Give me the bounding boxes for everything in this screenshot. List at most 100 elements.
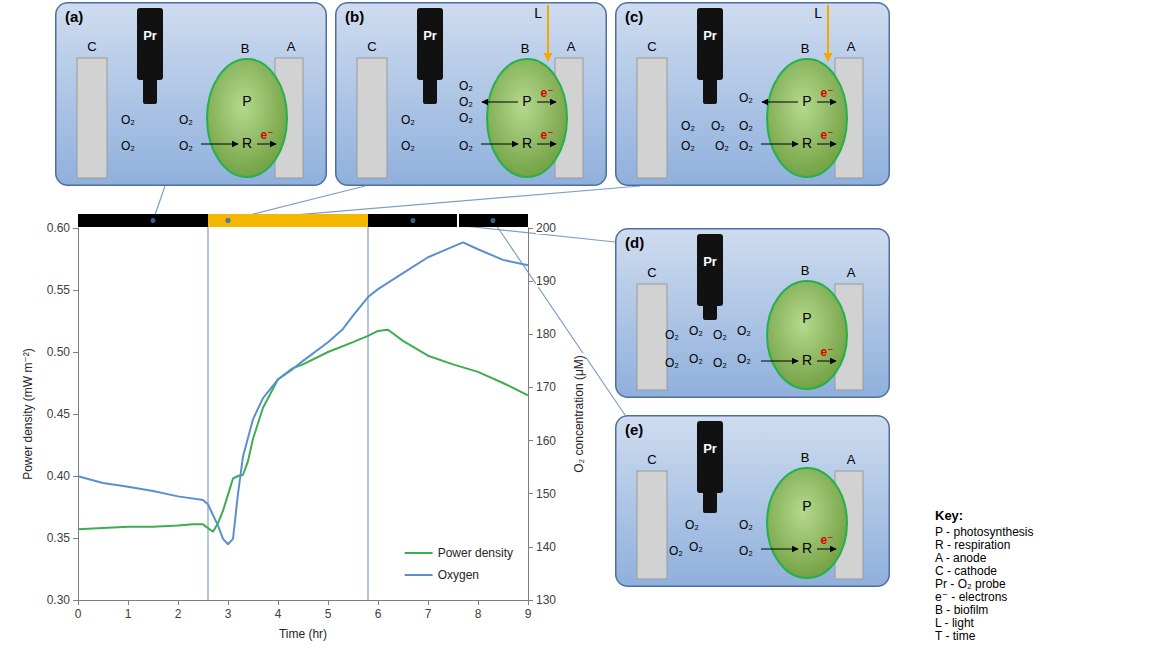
svg-text:2: 2 xyxy=(175,607,182,621)
svg-text:L: L xyxy=(814,5,822,21)
svg-text:(c): (c) xyxy=(625,8,643,25)
svg-text:3: 3 xyxy=(225,607,232,621)
svg-text:R: R xyxy=(522,135,532,151)
svg-text:Pr: Pr xyxy=(143,28,157,43)
svg-text:P: P xyxy=(242,93,251,109)
svg-text:O₂: O₂ xyxy=(739,139,753,153)
svg-text:170: 170 xyxy=(536,380,556,394)
svg-text:B: B xyxy=(801,41,810,56)
svg-text:P - photosynthesis: P - photosynthesis xyxy=(935,525,1034,539)
svg-text:0: 0 xyxy=(75,607,82,621)
svg-text:R - respiration: R - respiration xyxy=(935,538,1010,552)
svg-text:e⁻: e⁻ xyxy=(540,86,553,100)
svg-text:C - cathode: C - cathode xyxy=(935,564,997,578)
svg-text:O₂: O₂ xyxy=(737,324,751,338)
svg-text:e⁻: e⁻ xyxy=(260,128,273,142)
svg-text:O₂: O₂ xyxy=(737,352,751,366)
svg-text:O₂: O₂ xyxy=(459,111,473,125)
svg-text:O₂: O₂ xyxy=(715,139,729,153)
svg-text:T - time: T - time xyxy=(935,629,976,643)
svg-text:200: 200 xyxy=(536,221,556,235)
svg-text:e⁻: e⁻ xyxy=(820,533,833,547)
svg-text:(b): (b) xyxy=(345,8,364,25)
svg-text:0.35: 0.35 xyxy=(47,531,71,545)
svg-text:B: B xyxy=(801,450,810,465)
svg-text:Power density (mW m⁻²): Power density (mW m⁻²) xyxy=(21,348,35,480)
svg-text:Key:: Key: xyxy=(935,508,963,523)
svg-text:(e): (e) xyxy=(625,421,643,438)
svg-text:A: A xyxy=(847,452,856,467)
svg-text:O₂: O₂ xyxy=(739,91,753,105)
svg-text:R: R xyxy=(802,352,812,368)
svg-text:C: C xyxy=(87,39,96,54)
svg-text:(d): (d) xyxy=(625,234,644,251)
svg-text:8: 8 xyxy=(475,607,482,621)
svg-text:Time (hr): Time (hr) xyxy=(279,627,327,641)
svg-text:O₂: O₂ xyxy=(665,356,679,370)
svg-text:C: C xyxy=(647,265,656,280)
svg-text:5: 5 xyxy=(325,607,332,621)
svg-text:R: R xyxy=(802,540,812,556)
svg-text:O₂: O₂ xyxy=(739,119,753,133)
svg-text:O₂: O₂ xyxy=(713,356,727,370)
svg-text:A: A xyxy=(847,39,856,54)
svg-text:O₂: O₂ xyxy=(685,518,699,532)
svg-text:B: B xyxy=(521,41,530,56)
svg-text:B - biofilm: B - biofilm xyxy=(935,603,988,617)
svg-text:7: 7 xyxy=(425,607,432,621)
svg-text:O₂: O₂ xyxy=(689,352,703,366)
svg-text:O₂: O₂ xyxy=(121,113,135,127)
svg-text:Power density: Power density xyxy=(438,546,513,560)
svg-text:e⁻: e⁻ xyxy=(820,128,833,142)
svg-text:O₂: O₂ xyxy=(179,113,193,127)
svg-text:e⁻ - electrons: e⁻ - electrons xyxy=(935,590,1007,604)
svg-text:Pr: Pr xyxy=(703,28,717,43)
svg-text:B: B xyxy=(801,263,810,278)
svg-text:A - anode: A - anode xyxy=(935,551,987,565)
svg-text:Pr: Pr xyxy=(703,254,717,269)
svg-text:O₂: O₂ xyxy=(711,119,725,133)
svg-text:O₂: O₂ xyxy=(179,139,193,153)
svg-text:4: 4 xyxy=(275,607,282,621)
svg-text:O₂: O₂ xyxy=(459,139,473,153)
svg-text:180: 180 xyxy=(536,327,556,341)
svg-text:0.30: 0.30 xyxy=(47,593,71,607)
svg-text:O₂: O₂ xyxy=(713,328,727,342)
svg-text:0.45: 0.45 xyxy=(47,407,71,421)
svg-text:P: P xyxy=(802,498,811,514)
svg-text:P: P xyxy=(802,310,811,326)
svg-text:Pr - O₂ probe: Pr - O₂ probe xyxy=(935,577,1006,591)
svg-text:R: R xyxy=(802,135,812,151)
svg-text:0.50: 0.50 xyxy=(47,345,71,359)
svg-text:C: C xyxy=(647,39,656,54)
svg-text:O₂: O₂ xyxy=(681,139,695,153)
svg-text:1: 1 xyxy=(125,607,132,621)
svg-text:0.40: 0.40 xyxy=(47,469,71,483)
svg-text:6: 6 xyxy=(375,607,382,621)
svg-text:O₂ concentration (μM): O₂ concentration (μM) xyxy=(572,355,586,473)
svg-text:L: L xyxy=(534,5,542,21)
svg-text:140: 140 xyxy=(536,540,556,554)
svg-text:C: C xyxy=(367,39,376,54)
svg-text:e⁻: e⁻ xyxy=(820,345,833,359)
svg-text:130: 130 xyxy=(536,593,556,607)
svg-text:O₂: O₂ xyxy=(681,119,695,133)
svg-text:0.60: 0.60 xyxy=(47,221,71,235)
svg-text:C: C xyxy=(647,452,656,467)
svg-text:O₂: O₂ xyxy=(121,139,135,153)
svg-text:A: A xyxy=(567,39,576,54)
svg-text:P: P xyxy=(802,93,811,109)
svg-text:0.55: 0.55 xyxy=(47,283,71,297)
svg-text:190: 190 xyxy=(536,274,556,288)
svg-text:O₂: O₂ xyxy=(689,540,703,554)
svg-text:A: A xyxy=(847,265,856,280)
svg-text:160: 160 xyxy=(536,434,556,448)
svg-text:R: R xyxy=(242,135,252,151)
svg-text:Pr: Pr xyxy=(703,441,717,456)
svg-text:O₂: O₂ xyxy=(459,79,473,93)
svg-text:O₂: O₂ xyxy=(669,544,683,558)
svg-text:O₂: O₂ xyxy=(665,328,679,342)
svg-text:B: B xyxy=(241,41,250,56)
svg-text:O₂: O₂ xyxy=(401,139,415,153)
svg-text:(a): (a) xyxy=(65,8,83,25)
